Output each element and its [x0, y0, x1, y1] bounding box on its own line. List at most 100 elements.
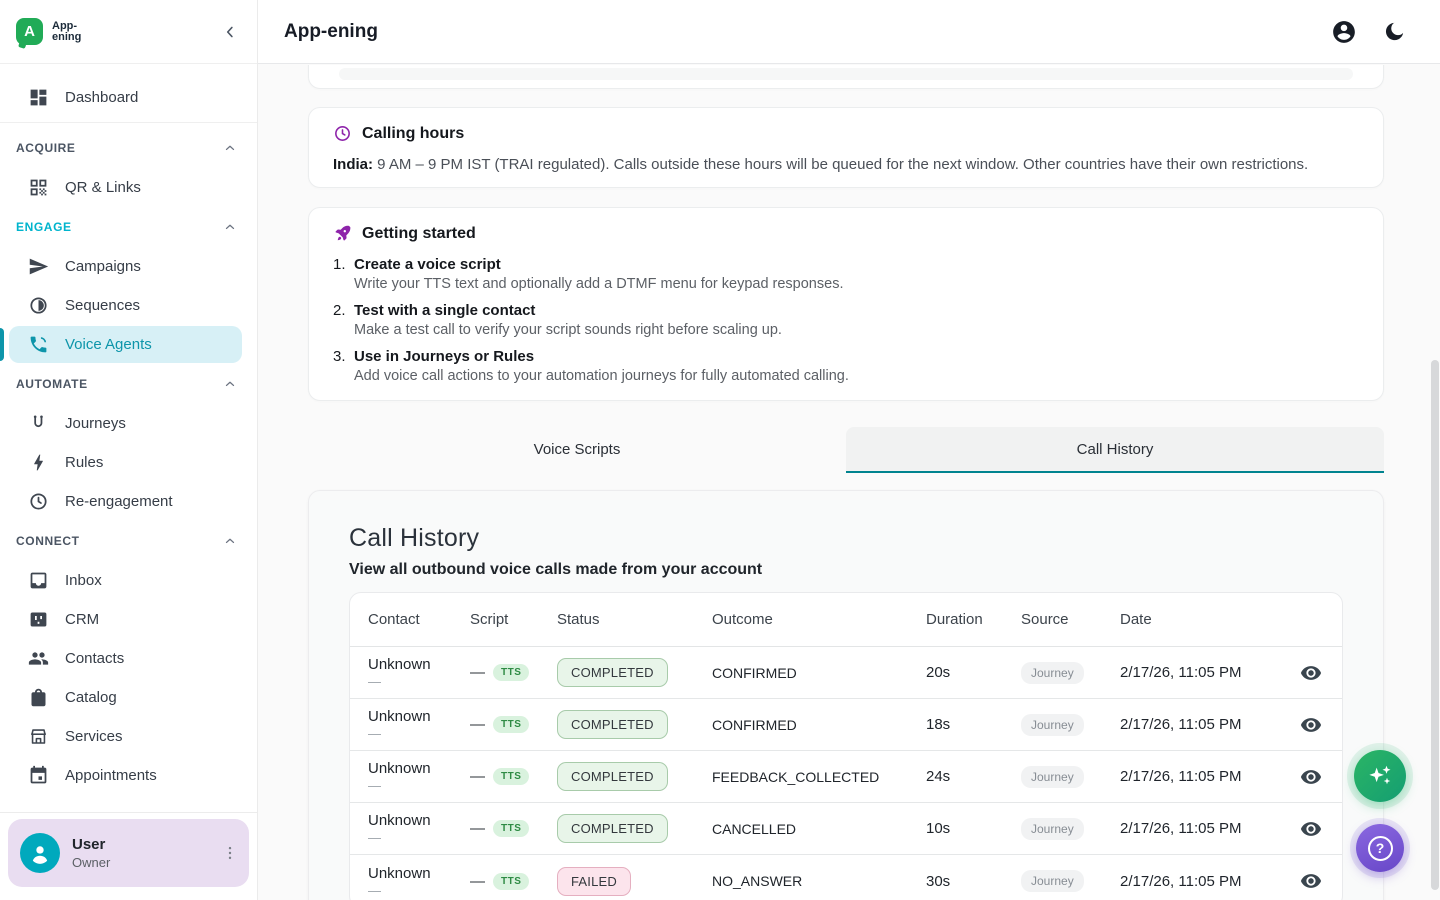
cell-script: — TTS [470, 872, 557, 890]
sidebar-item-label: Appointments [65, 767, 157, 784]
table-row: Unknown — — TTS COMPLETED CANCELLED 10s Journey… [350, 803, 1342, 855]
store-icon [28, 726, 49, 747]
getting-started-title: Getting started [362, 224, 476, 242]
sidebar-section-label: AUTOMATE [16, 377, 88, 391]
view-call-button[interactable] [1300, 818, 1322, 840]
topbar-actions [1331, 19, 1406, 45]
chevron-up-icon [223, 220, 237, 234]
table-row: Unknown — — TTS COMPLETED FEEDBACK_COLLECTED 2… [350, 751, 1342, 803]
account-button[interactable] [1331, 19, 1357, 45]
sidebar-item-journeys[interactable]: Journeys [9, 405, 242, 442]
inbox-icon [28, 570, 49, 591]
contact-name: Unknown [368, 812, 431, 829]
send-icon [28, 256, 49, 277]
sidebar-item-inbox[interactable]: Inbox [9, 562, 242, 599]
view-call-button[interactable] [1300, 714, 1322, 736]
brand-logo[interactable]: A App- ening [16, 18, 81, 45]
sidebar-section-connect[interactable]: CONNECT [0, 522, 257, 560]
dark-mode-toggle[interactable] [1383, 20, 1406, 43]
sidebar-item-sequences[interactable]: Sequences [9, 287, 242, 324]
column-header-status: Status [557, 611, 600, 628]
sidebar-item-label: Dashboard [65, 89, 139, 106]
sidebar-section-automate[interactable]: AUTOMATE [0, 365, 257, 403]
sparkles-icon [1365, 761, 1395, 791]
tabs: Voice Scripts Call History [308, 427, 1384, 473]
sidebar-item-services[interactable]: Services [9, 718, 242, 755]
sidebar-item-crm[interactable]: CRM [9, 601, 242, 638]
sidebar-item-contacts[interactable]: Contacts [9, 640, 242, 677]
sidebar-section-engage[interactable]: ENGAGE [0, 208, 257, 246]
eye-icon [1300, 818, 1322, 840]
kebab-menu-icon[interactable] [221, 844, 239, 862]
getting-started-header: Getting started [333, 224, 1359, 243]
sidebar-item-qr-links[interactable]: QR & Links [9, 169, 242, 206]
sidebar-divider [0, 122, 257, 123]
sidebar-item-catalog[interactable]: Catalog [9, 679, 242, 716]
call-history-subtitle: View all outbound voice calls made from … [349, 561, 763, 578]
view-call-button[interactable] [1300, 766, 1322, 788]
tab-label: Call History [1076, 440, 1154, 458]
tab-voice-scripts[interactable]: Voice Scripts [308, 427, 846, 473]
cell-date: 2/17/26, 11:05 PM [1120, 768, 1242, 785]
sidebar-item-label: Rules [65, 454, 104, 471]
step-description: Add voice call actions to your automatio… [354, 368, 849, 384]
sidebar-item-label: Sequences [65, 297, 141, 314]
cell-script: — TTS [470, 820, 557, 837]
sidebar-item-appointments[interactable]: Appointments [9, 757, 242, 794]
step-number: 2. [333, 302, 346, 319]
cell-date: 2/17/26, 11:05 PM [1120, 664, 1242, 681]
contact-phone: — [368, 830, 381, 845]
sidebar-item-re-engagement[interactable]: Re-engagement [9, 483, 242, 520]
sidebar-header: A App- ening [0, 0, 257, 64]
chevron-left-icon [221, 23, 239, 41]
sidebar-item-voice-agents[interactable]: Voice Agents [0, 326, 242, 363]
scrollbar-thumb[interactable] [1431, 360, 1439, 890]
contact-phone: — [368, 882, 381, 898]
cell-script: — TTS [470, 716, 557, 733]
cell-outcome: CANCELLED [712, 820, 797, 837]
eye-icon [1300, 766, 1322, 788]
person-icon [27, 840, 53, 866]
sidebar-item-label: Re-engagement [65, 493, 173, 510]
user-card[interactable]: User Owner [8, 819, 249, 887]
cell-date: 2/17/26, 11:05 PM [1120, 820, 1242, 837]
brand-name: App- ening [52, 19, 81, 43]
sidebar-item-rules[interactable]: Rules [9, 444, 242, 481]
tts-badge: TTS [493, 716, 530, 733]
cell-duration: 30s [926, 872, 951, 890]
qr-code-icon [28, 177, 49, 198]
column-header-outcome: Outcome [712, 611, 773, 628]
sidebar-item-campaigns[interactable]: Campaigns [9, 248, 242, 285]
sidebar-item-label: CRM [65, 611, 100, 628]
cell-script: — TTS [470, 664, 557, 681]
cell-contact: Unknown — [368, 708, 470, 741]
chevron-up-icon [223, 377, 237, 391]
scrolled-card-remnant [308, 65, 1384, 89]
view-call-button[interactable] [1300, 870, 1322, 892]
content-scroll-area[interactable]: Calling hours India: 9 AM – 9 PM IST (TR… [258, 65, 1440, 900]
sidebar-item-dashboard[interactable]: Dashboard [9, 79, 242, 116]
ai-assistant-button[interactable] [1354, 750, 1406, 802]
tts-badge: TTS [493, 872, 530, 890]
sidebar-item-label: Inbox [65, 572, 102, 589]
step-description: Write your TTS text and optionally add a… [354, 276, 844, 292]
brand-name-line1: App- [52, 19, 78, 32]
calling-hours-country: India: [333, 156, 373, 173]
cell-outcome: FEEDBACK_COLLECTED [712, 768, 880, 785]
calling-hours-text: India: 9 AM – 9 PM IST (TRAI regulated).… [333, 156, 1359, 173]
cell-outcome: CONFIRMED [712, 716, 797, 733]
eye-icon [1300, 662, 1322, 684]
getting-started-steps: 1. Create a voice script Write your TTS te… [333, 256, 1359, 384]
step-number: 3. [333, 348, 346, 365]
sidebar-item-label: QR & Links [65, 179, 141, 196]
script-name: — [470, 768, 485, 785]
sidebar-section-acquire[interactable]: ACQUIRE [0, 129, 257, 167]
column-header-script: Script [470, 611, 509, 628]
call-history-title: Call History [349, 524, 480, 552]
help-button[interactable] [1356, 824, 1404, 872]
tab-call-history[interactable]: Call History [846, 427, 1384, 473]
view-call-button[interactable] [1300, 662, 1322, 684]
status-badge: COMPLETED [557, 710, 668, 739]
sidebar-collapse-button[interactable] [219, 21, 241, 43]
